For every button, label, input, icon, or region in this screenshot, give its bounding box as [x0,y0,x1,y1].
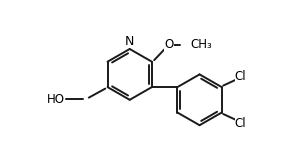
Text: O: O [164,38,174,51]
Text: CH₃: CH₃ [191,38,212,51]
Text: Cl: Cl [235,70,246,83]
Text: HO: HO [47,93,65,106]
Text: Cl: Cl [235,117,246,130]
Text: N: N [125,35,134,48]
